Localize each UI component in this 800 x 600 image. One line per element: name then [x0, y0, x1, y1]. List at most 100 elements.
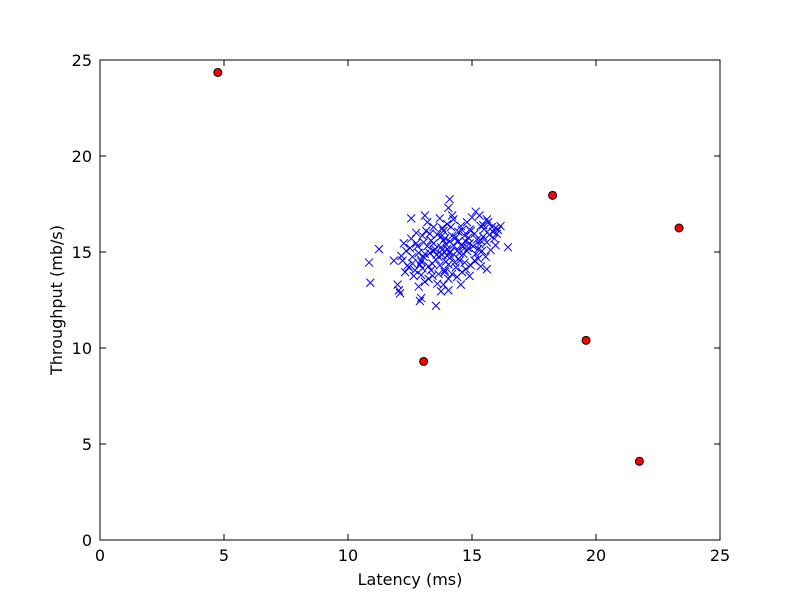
- anomaly-point: [674, 223, 684, 233]
- data-point-x-marker: [451, 263, 461, 272]
- y-tick-label: 5: [82, 435, 92, 454]
- data-point-x-marker: [503, 242, 513, 252]
- data-point-x-marker: [476, 236, 486, 245]
- data-point-x-marker: [435, 214, 445, 223]
- x-axis-label: Latency (ms): [358, 570, 463, 589]
- data-point-x-marker: [468, 241, 478, 251]
- data-point-x-marker: [413, 241, 422, 251]
- data-point-x-marker: [449, 240, 458, 250]
- data-point-x-marker: [400, 267, 410, 277]
- data-point-x-marker: [447, 211, 457, 220]
- data-point-x-marker: [415, 296, 425, 306]
- data-point-x-marker: [374, 244, 384, 254]
- data-point-x-marker: [414, 282, 424, 291]
- anomaly-point: [581, 335, 591, 345]
- x-tick-label: 20: [586, 546, 606, 565]
- data-point-x-marker: [460, 258, 469, 267]
- data-point-x-marker: [444, 286, 453, 295]
- x-ticks: 0 5 10 15 20 25: [95, 60, 730, 565]
- series-normal: [364, 194, 513, 311]
- data-point-x-marker: [445, 194, 455, 204]
- data-point-x-marker: [475, 211, 484, 220]
- y-tick-label: 15: [72, 243, 92, 262]
- data-point-x-marker: [466, 261, 476, 270]
- plot-area-frame: [99, 59, 721, 541]
- data-point-x-marker: [393, 280, 402, 289]
- data-point-x-marker: [440, 267, 450, 277]
- data-point-x-marker: [473, 244, 483, 254]
- x-tick-label: 0: [95, 546, 105, 565]
- data-point-x-marker: [429, 222, 438, 232]
- data-point-x-marker: [406, 214, 416, 223]
- data-point-x-marker: [389, 256, 399, 265]
- data-point-x-marker: [396, 251, 406, 261]
- data-point-x-marker: [409, 271, 419, 281]
- data-point-x-marker: [444, 203, 453, 213]
- data-point-x-marker: [439, 236, 448, 245]
- data-point-x-marker: [454, 237, 463, 246]
- data-point-x-marker: [436, 232, 446, 241]
- data-point-x-marker: [446, 222, 456, 232]
- data-point-x-marker: [424, 262, 433, 271]
- data-point-x-marker: [410, 265, 420, 275]
- data-point-x-marker: [425, 229, 435, 239]
- data-point-x-marker: [493, 225, 503, 235]
- data-point-x-marker: [456, 221, 466, 231]
- anomaly-point: [548, 190, 558, 200]
- data-point-x-marker: [488, 227, 498, 237]
- series-anomalies: [213, 67, 684, 466]
- data-point-x-marker: [482, 215, 492, 224]
- data-point-x-marker: [405, 243, 415, 253]
- data-point-x-marker: [456, 280, 466, 289]
- data-point-x-marker: [411, 228, 421, 238]
- data-point-x-marker: [478, 220, 488, 230]
- y-tick-label: 10: [72, 339, 92, 358]
- data-point-x-marker: [394, 286, 404, 295]
- data-point-x-marker: [418, 263, 427, 273]
- data-point-x-marker: [406, 234, 416, 243]
- data-point-x-marker: [439, 226, 448, 236]
- data-point-x-marker: [476, 262, 486, 271]
- x-tick-label: 10: [338, 546, 358, 565]
- data-point-x-marker: [421, 226, 431, 236]
- data-point-x-marker: [420, 277, 430, 287]
- data-point-x-marker: [466, 226, 476, 236]
- y-ticks: 0 5 10 15 20 25: [72, 51, 720, 550]
- data-point-x-marker: [434, 252, 443, 262]
- data-point-x-marker: [478, 232, 488, 241]
- anomaly-point: [419, 356, 429, 366]
- data-point-x-marker: [364, 258, 374, 267]
- data-point-x-marker: [423, 217, 432, 227]
- data-point-x-marker: [442, 219, 452, 229]
- data-point-x-marker: [465, 271, 474, 281]
- data-point-x-marker: [399, 239, 409, 248]
- data-point-x-marker: [455, 248, 464, 258]
- data-point-x-marker: [431, 301, 441, 311]
- data-point-x-marker: [439, 280, 448, 289]
- data-point-x-marker: [496, 221, 505, 231]
- anomaly-point: [634, 456, 644, 466]
- data-point-x-marker: [447, 269, 457, 279]
- data-point-x-marker: [467, 213, 477, 222]
- data-point-x-marker: [420, 249, 430, 259]
- data-point-x-marker: [426, 265, 436, 275]
- y-tick-label: 0: [82, 531, 92, 550]
- data-point-x-marker: [416, 255, 426, 265]
- data-point-x-marker: [429, 239, 438, 248]
- x-tick-label: 5: [219, 546, 229, 565]
- data-point-x-marker: [436, 242, 446, 252]
- data-point-x-marker: [395, 288, 405, 298]
- data-point-x-marker: [482, 264, 492, 274]
- data-point-x-marker: [408, 259, 417, 268]
- data-point-x-marker: [434, 269, 443, 279]
- data-point-x-marker: [416, 293, 426, 303]
- data-point-x-marker: [462, 246, 472, 256]
- data-point-x-marker: [481, 252, 490, 262]
- data-point-x-marker: [420, 211, 430, 220]
- data-point-x-marker: [483, 217, 493, 227]
- data-point-x-marker: [452, 272, 462, 282]
- data-point-x-marker: [436, 287, 446, 296]
- data-point-x-marker: [444, 260, 453, 269]
- data-point-x-marker: [491, 240, 500, 250]
